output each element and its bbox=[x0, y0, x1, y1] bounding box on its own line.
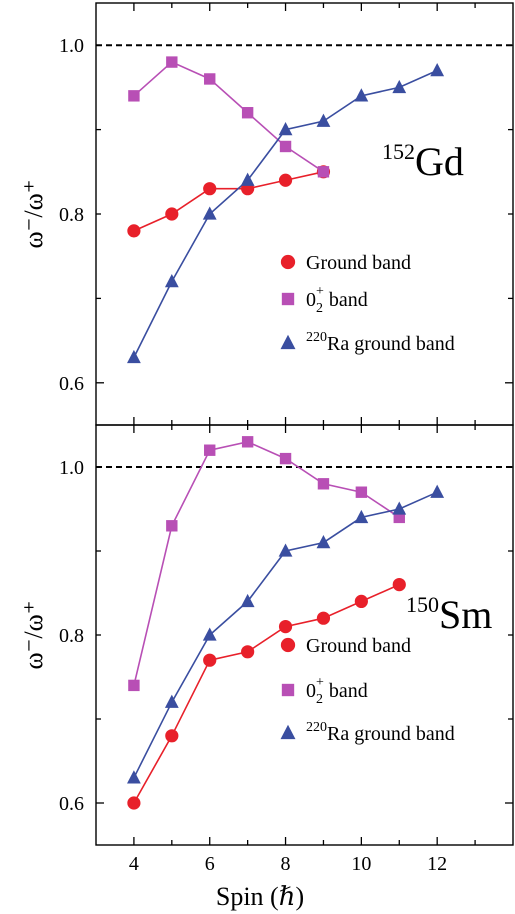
y-axis-label: ω⁻/ω⁺ bbox=[19, 180, 48, 249]
data-point-series-1 bbox=[166, 520, 178, 532]
plot-frame bbox=[95, 2, 514, 426]
data-point-series-2 bbox=[127, 770, 141, 784]
data-point-series-2 bbox=[392, 79, 407, 94]
data-point-series-0 bbox=[392, 578, 406, 592]
data-point-series-2 bbox=[202, 627, 217, 641]
legend-label-0: Ground band bbox=[306, 252, 411, 274]
series-line-0 bbox=[133, 171, 324, 232]
data-point-series-0 bbox=[278, 620, 293, 634]
data-point-series-0 bbox=[127, 224, 141, 238]
data-point-series-2 bbox=[164, 273, 179, 288]
data-point-series-2 bbox=[127, 349, 141, 364]
data-point-series-1 bbox=[204, 73, 216, 85]
data-point-series-1 bbox=[393, 511, 405, 524]
data-point-series-2 bbox=[278, 543, 293, 557]
data-point-series-2 bbox=[240, 172, 255, 186]
y-tick-label: 1.0 bbox=[59, 457, 84, 479]
data-point-series-1 bbox=[279, 452, 292, 465]
legend-marker-1 bbox=[281, 292, 295, 306]
x-axis-label: Spin (ℏ) bbox=[216, 882, 304, 911]
data-point-series-1 bbox=[317, 478, 330, 490]
legend-label-0: Ground band bbox=[306, 635, 411, 657]
data-point-series-1 bbox=[317, 166, 330, 178]
legend-marker-2 bbox=[280, 724, 296, 740]
panel-152gd: 0.6 0.8 1.0 ω⁻/ω⁺ 152Gd Ground band 02+ band 22… bbox=[19, 2, 514, 426]
data-point-series-1 bbox=[241, 107, 254, 119]
data-point-series-1 bbox=[279, 140, 292, 153]
data-point-series-1 bbox=[128, 679, 140, 692]
data-point-series-1 bbox=[241, 436, 254, 448]
y-tick-label: 0.8 bbox=[59, 625, 84, 647]
shared-x-axis: 4 6 8 10 12 Spin (ℏ) bbox=[129, 853, 447, 911]
data-point-series-0 bbox=[203, 182, 217, 196]
y-tick-label: 0.6 bbox=[59, 373, 84, 395]
legend-label-1: 02+ band bbox=[306, 284, 368, 316]
data-point-series-2 bbox=[392, 501, 407, 515]
data-point-series-2 bbox=[354, 509, 369, 524]
data-point-series-0 bbox=[278, 173, 293, 187]
data-point-series-1 bbox=[355, 486, 368, 498]
data-point-series-2 bbox=[430, 62, 445, 77]
x-tick-label: 12 bbox=[427, 853, 447, 875]
data-point-series-1 bbox=[128, 90, 140, 102]
series-line-1 bbox=[133, 61, 324, 173]
data-point-series-2 bbox=[316, 535, 331, 549]
data-point-series-2 bbox=[240, 593, 255, 608]
y-axis-label: ω⁻/ω⁺ bbox=[19, 601, 48, 670]
data-point-series-2 bbox=[316, 113, 331, 127]
legend-marker-2 bbox=[280, 334, 296, 350]
legend-marker-1 bbox=[281, 683, 295, 697]
data-point-series-2 bbox=[430, 484, 445, 498]
series-line-2 bbox=[133, 69, 438, 358]
data-point-series-2 bbox=[164, 694, 179, 708]
data-point-series-0 bbox=[203, 653, 217, 667]
data-point-series-2 bbox=[278, 122, 293, 136]
y-tick-label: 0.8 bbox=[59, 204, 84, 226]
data-point-series-1 bbox=[166, 56, 178, 68]
legend-label-1: 02+ band bbox=[306, 675, 368, 707]
data-point-series-0 bbox=[165, 207, 179, 221]
legend-label-2: 220Ra ground band bbox=[306, 330, 455, 355]
series-line-0 bbox=[133, 583, 400, 804]
data-point-series-2 bbox=[354, 88, 369, 102]
data-point-series-1 bbox=[204, 444, 216, 456]
y-tick-label: 0.6 bbox=[59, 793, 84, 815]
data-point-series-0 bbox=[241, 645, 255, 659]
x-tick-label: 8 bbox=[281, 853, 291, 875]
y-tick-label: 1.0 bbox=[59, 35, 84, 57]
series-line-1 bbox=[133, 440, 400, 686]
legend-marker-0 bbox=[280, 254, 296, 270]
x-tick-label: 4 bbox=[129, 853, 139, 875]
nucleus-label: 150Sm bbox=[406, 592, 492, 637]
data-point-series-0 bbox=[354, 594, 368, 609]
data-point-series-0 bbox=[316, 611, 331, 625]
data-point-series-0 bbox=[127, 796, 141, 810]
legend-marker-0 bbox=[280, 637, 296, 653]
legend-label-2: 220Ra ground band bbox=[306, 720, 455, 745]
x-tick-label: 10 bbox=[351, 853, 371, 875]
data-point-series-0 bbox=[165, 729, 179, 743]
nucleus-label: 152Gd bbox=[382, 139, 464, 184]
data-point-series-2 bbox=[202, 206, 217, 220]
x-tick-label: 6 bbox=[205, 853, 215, 875]
